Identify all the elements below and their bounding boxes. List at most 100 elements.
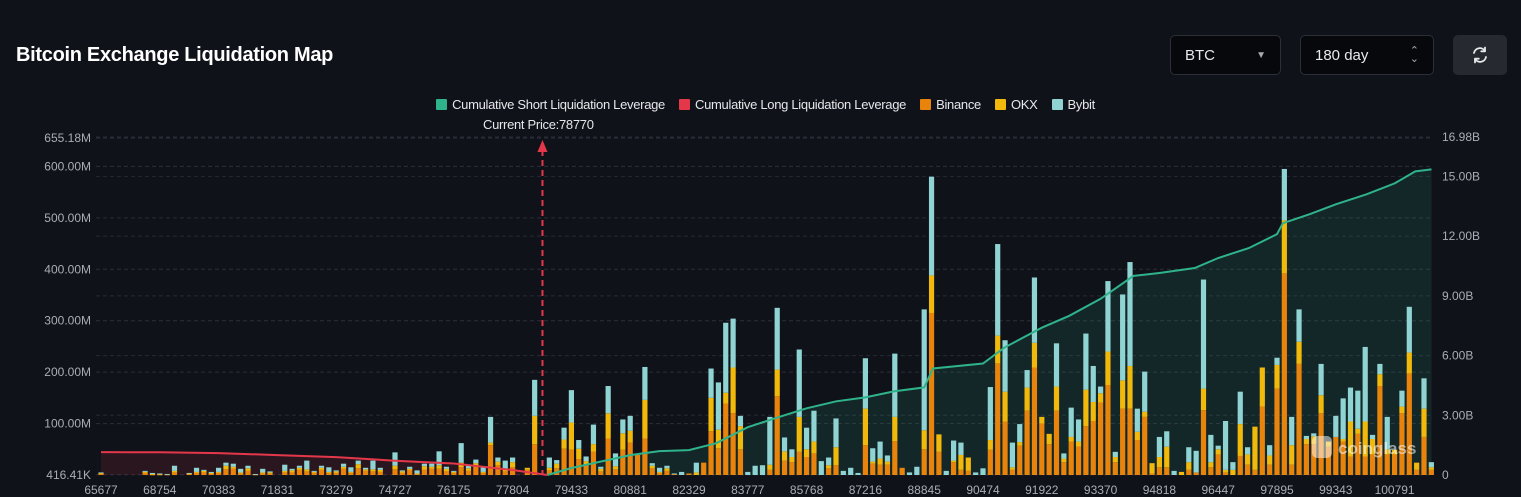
bar[interactable] [245,465,251,475]
bar[interactable] [840,470,846,475]
bar[interactable] [1127,262,1133,475]
bar[interactable] [443,466,450,475]
legend-item-bybit[interactable]: Bybit [1051,97,1095,112]
bar[interactable] [193,467,200,475]
bar[interactable] [737,415,744,475]
bar[interactable] [149,472,156,476]
bar[interactable] [1105,281,1111,475]
bar[interactable] [781,437,788,475]
bar[interactable] [752,465,758,475]
bar[interactable] [186,472,192,475]
bar[interactable] [789,449,795,475]
bar[interactable] [1237,391,1243,475]
bar[interactable] [995,244,1001,475]
bar[interactable] [1039,416,1045,475]
bar[interactable] [1134,408,1140,475]
bar[interactable] [296,465,303,475]
bar[interactable] [216,467,222,475]
bar[interactable] [1017,424,1023,475]
bar[interactable] [1406,306,1412,475]
bar[interactable] [171,465,178,475]
legend-item-binance[interactable]: Binance [920,97,981,112]
bar[interactable] [899,467,905,475]
bar[interactable] [201,469,207,475]
bar[interactable] [1024,370,1030,475]
bar[interactable] [715,382,721,475]
bar[interactable] [833,418,839,475]
bar[interactable] [157,473,163,476]
bar[interactable] [1178,471,1185,475]
bar[interactable] [568,390,574,475]
bar[interactable] [1347,387,1354,475]
bar[interactable] [370,460,376,475]
bar[interactable] [965,457,971,475]
bar[interactable] [745,471,751,475]
bar[interactable] [1149,463,1155,475]
bar[interactable] [451,470,457,475]
bar[interactable] [906,472,913,475]
bar[interactable] [877,441,883,475]
bar[interactable] [340,463,347,475]
bar[interactable] [1046,433,1052,475]
bar[interactable] [1428,462,1434,475]
bar[interactable] [598,466,604,475]
bar[interactable] [407,466,413,475]
bar[interactable] [458,443,464,475]
bar[interactable] [1222,420,1229,475]
bar[interactable] [1289,416,1295,475]
bar[interactable] [1098,386,1104,475]
bar[interactable] [392,452,398,475]
bar[interactable] [759,465,766,475]
bar[interactable] [1142,371,1148,475]
bar[interactable] [921,309,927,475]
bar[interactable] [1384,416,1390,475]
bar[interactable] [958,442,964,475]
bar[interactable] [1075,419,1082,475]
bar[interactable] [1112,451,1118,475]
bar[interactable] [811,410,817,475]
bar[interactable] [1245,447,1251,475]
bar[interactable] [928,176,935,475]
bar[interactable] [576,440,582,475]
bar[interactable] [686,473,692,475]
bar[interactable] [429,463,435,475]
bar[interactable] [1002,340,1008,475]
bar[interactable] [333,470,339,475]
bar[interactable] [1156,436,1162,475]
bar[interactable] [943,470,949,475]
bar[interactable] [238,468,244,475]
bar[interactable] [164,473,170,476]
bar[interactable] [546,457,552,475]
bar[interactable] [818,461,824,475]
bar[interactable] [620,419,626,475]
bar[interactable] [708,368,714,475]
bar[interactable] [502,460,508,475]
bar[interactable] [1274,357,1280,475]
bar[interactable] [701,462,707,475]
bar[interactable] [870,448,876,475]
bar[interactable] [487,416,494,475]
bar[interactable] [730,318,736,475]
bar[interactable] [377,467,383,475]
bar[interactable] [612,453,619,475]
bar[interactable] [848,467,854,475]
bar[interactable] [561,427,567,475]
bar[interactable] [282,464,288,475]
bar[interactable] [399,470,405,475]
bar[interactable] [267,471,273,475]
bar[interactable] [884,455,891,475]
bar[interactable] [664,465,670,475]
bar[interactable] [1318,363,1324,475]
bar[interactable] [1259,367,1265,475]
bar[interactable] [634,454,641,475]
bar[interactable] [1252,426,1258,475]
bar[interactable] [436,451,442,475]
bar[interactable] [855,472,861,475]
bar[interactable] [495,457,501,475]
bar[interactable] [348,467,354,475]
bar[interactable] [532,379,538,475]
bar[interactable] [693,462,699,475]
bar[interactable] [642,366,648,475]
bar[interactable] [421,463,427,475]
bar[interactable] [208,471,214,475]
